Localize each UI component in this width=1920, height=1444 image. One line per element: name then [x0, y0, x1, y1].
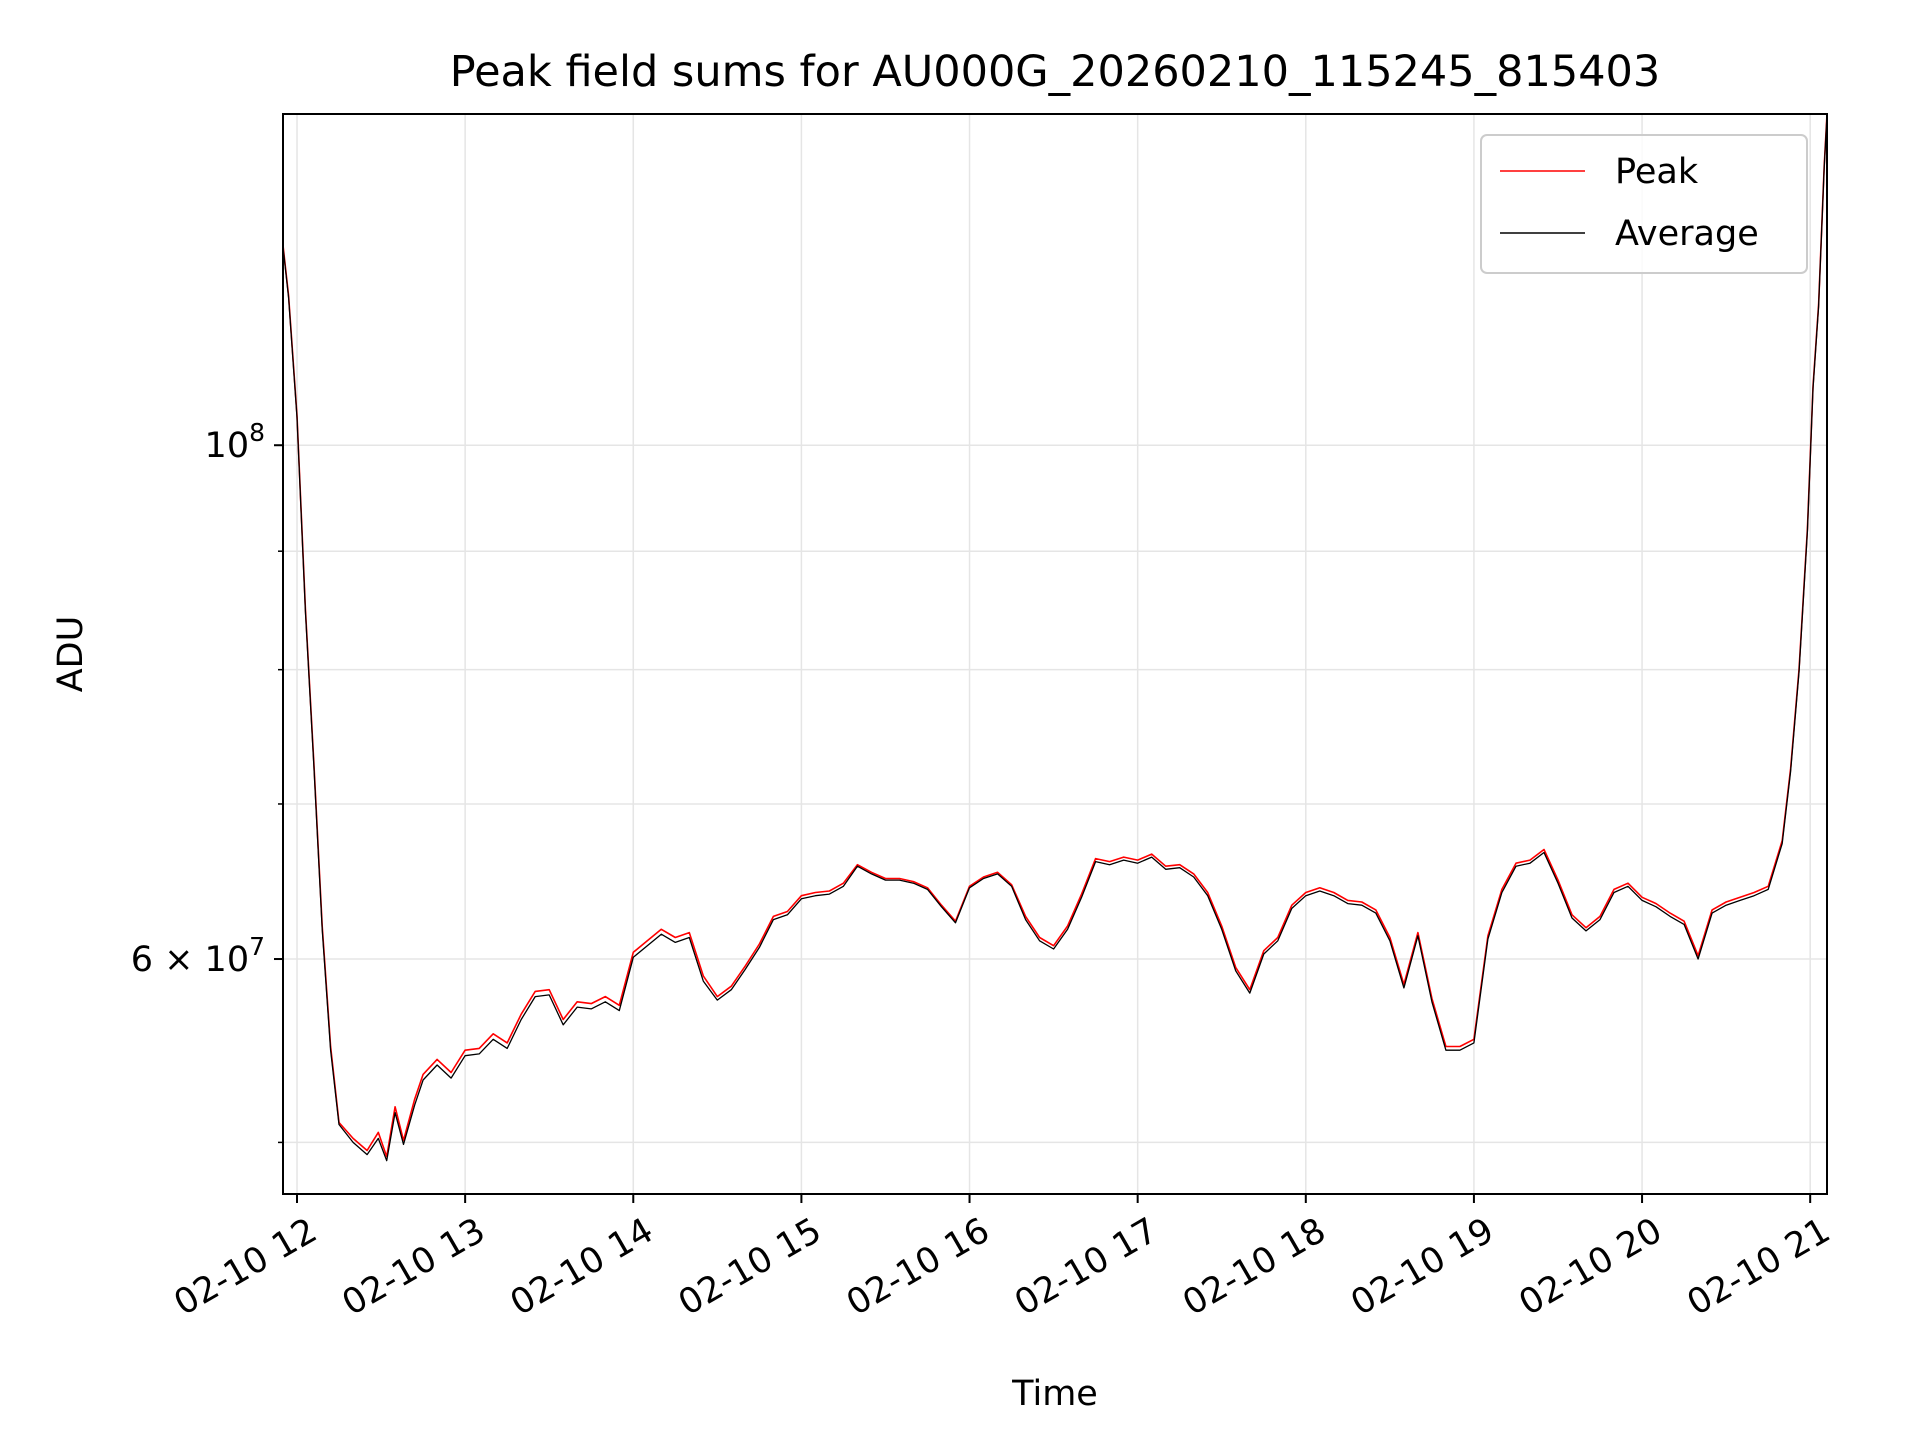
legend-label-peak: Peak — [1615, 152, 1699, 192]
x-axis-label: Time — [1011, 1374, 1098, 1414]
series-line-peak — [283, 114, 1827, 1158]
series-layer — [283, 114, 1827, 1162]
y-axis: 6 × 107 108 — [131, 418, 283, 1144]
y-tick-label: 6 × 107 — [131, 932, 265, 980]
series-line-average — [283, 115, 1827, 1162]
plot-frame — [282, 113, 1828, 1195]
y-tick-label: 108 — [205, 418, 265, 466]
chart-title: Peak field sums for AU000G_20260210_1152… — [450, 47, 1661, 97]
legend-label-average: Average — [1615, 214, 1759, 254]
legend: Peak Average — [1480, 134, 1808, 274]
grid — [283, 114, 1827, 1194]
y-axis-label: ADU — [51, 616, 91, 693]
legend-box — [1480, 134, 1808, 274]
